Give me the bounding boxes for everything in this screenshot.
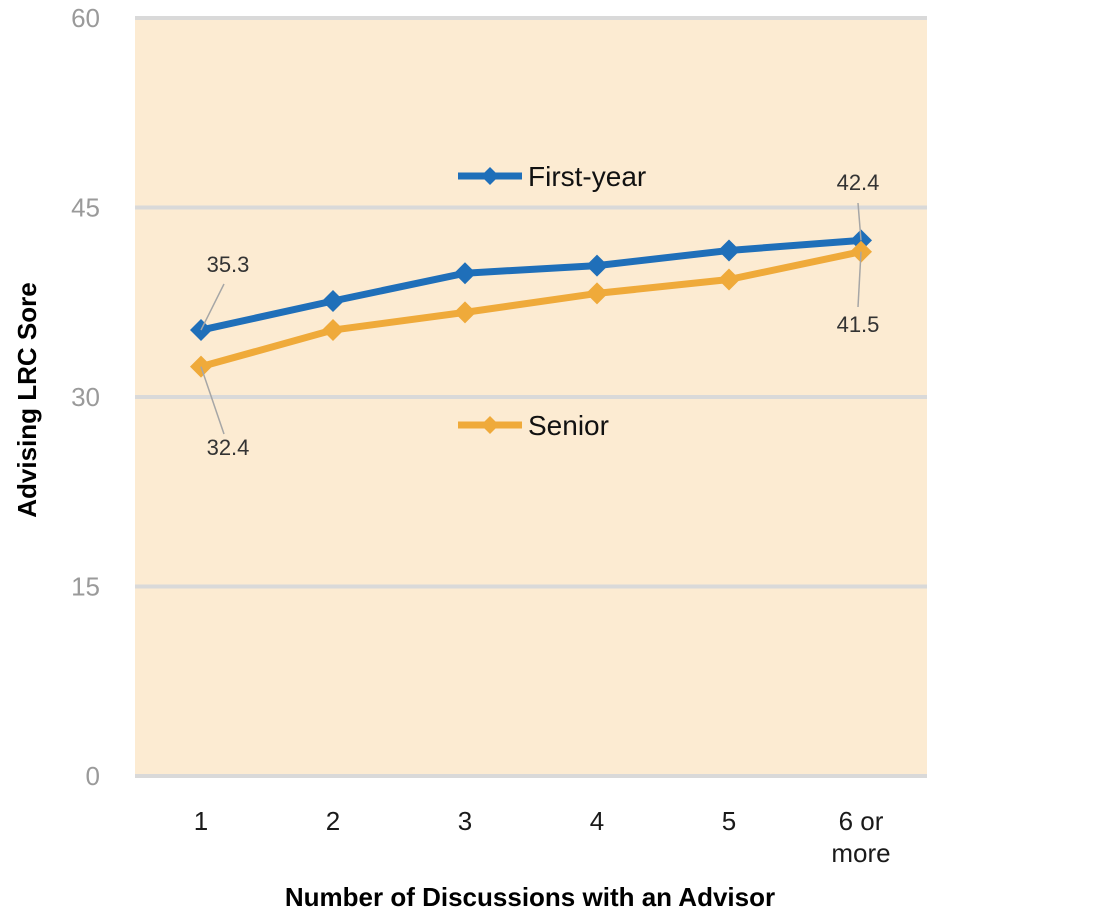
x-tick-label: 3 — [458, 806, 472, 836]
series-line — [200, 236, 862, 334]
x-tick-label: 2 — [326, 806, 340, 836]
y-tick-label: 30 — [71, 382, 100, 412]
data-point — [718, 239, 740, 262]
gridlines — [135, 16, 927, 778]
series-line — [200, 248, 862, 371]
legend-label: First-year — [528, 161, 646, 192]
data-labels: 35.3 42.4 32.4 41.5 — [200, 170, 880, 460]
data-label: 42.4 — [837, 170, 880, 241]
data-label: 32.4 — [200, 366, 250, 460]
y-tick-label: 45 — [71, 193, 100, 223]
x-axis-title: Number of Discussions with an Advisor — [285, 882, 775, 912]
y-axis-ticks: 0 15 30 45 60 — [71, 3, 100, 791]
data-point — [454, 262, 476, 285]
data-label-text: 32.4 — [207, 435, 250, 460]
data-point — [718, 268, 740, 291]
data-point — [586, 254, 608, 277]
data-label-text: 42.4 — [837, 170, 880, 195]
y-tick-label: 60 — [71, 3, 100, 33]
y-tick-label: 0 — [86, 761, 100, 791]
data-point — [586, 282, 608, 305]
data-label-text: 35.3 — [207, 252, 250, 277]
data-point — [322, 319, 344, 342]
legend-marker — [481, 167, 499, 185]
data-label-text: 41.5 — [837, 312, 880, 337]
data-label: 35.3 — [200, 252, 250, 331]
x-tick-label: 6 or more — [831, 806, 890, 868]
data-point — [322, 289, 344, 312]
data-label: 41.5 — [837, 251, 880, 337]
legend-entry: Senior — [458, 410, 609, 441]
leader-line — [200, 283, 225, 331]
leader-line — [857, 202, 862, 241]
leader-line — [857, 251, 862, 308]
legend: First-year Senior — [458, 161, 646, 441]
y-tick-label: 15 — [71, 572, 100, 602]
data-point — [454, 301, 476, 324]
y-axis-title: Advising LRC Sore — [12, 282, 42, 517]
x-axis-ticks: 1 2 3 4 5 6 or more — [194, 806, 891, 868]
x-tick-label: 1 — [194, 806, 208, 836]
x-tick-label: 5 — [722, 806, 736, 836]
legend-entry: First-year — [458, 161, 646, 192]
legend-marker — [481, 416, 499, 434]
leader-line — [200, 366, 225, 435]
x-tick-label: 4 — [590, 806, 604, 836]
legend-label: Senior — [528, 410, 609, 441]
